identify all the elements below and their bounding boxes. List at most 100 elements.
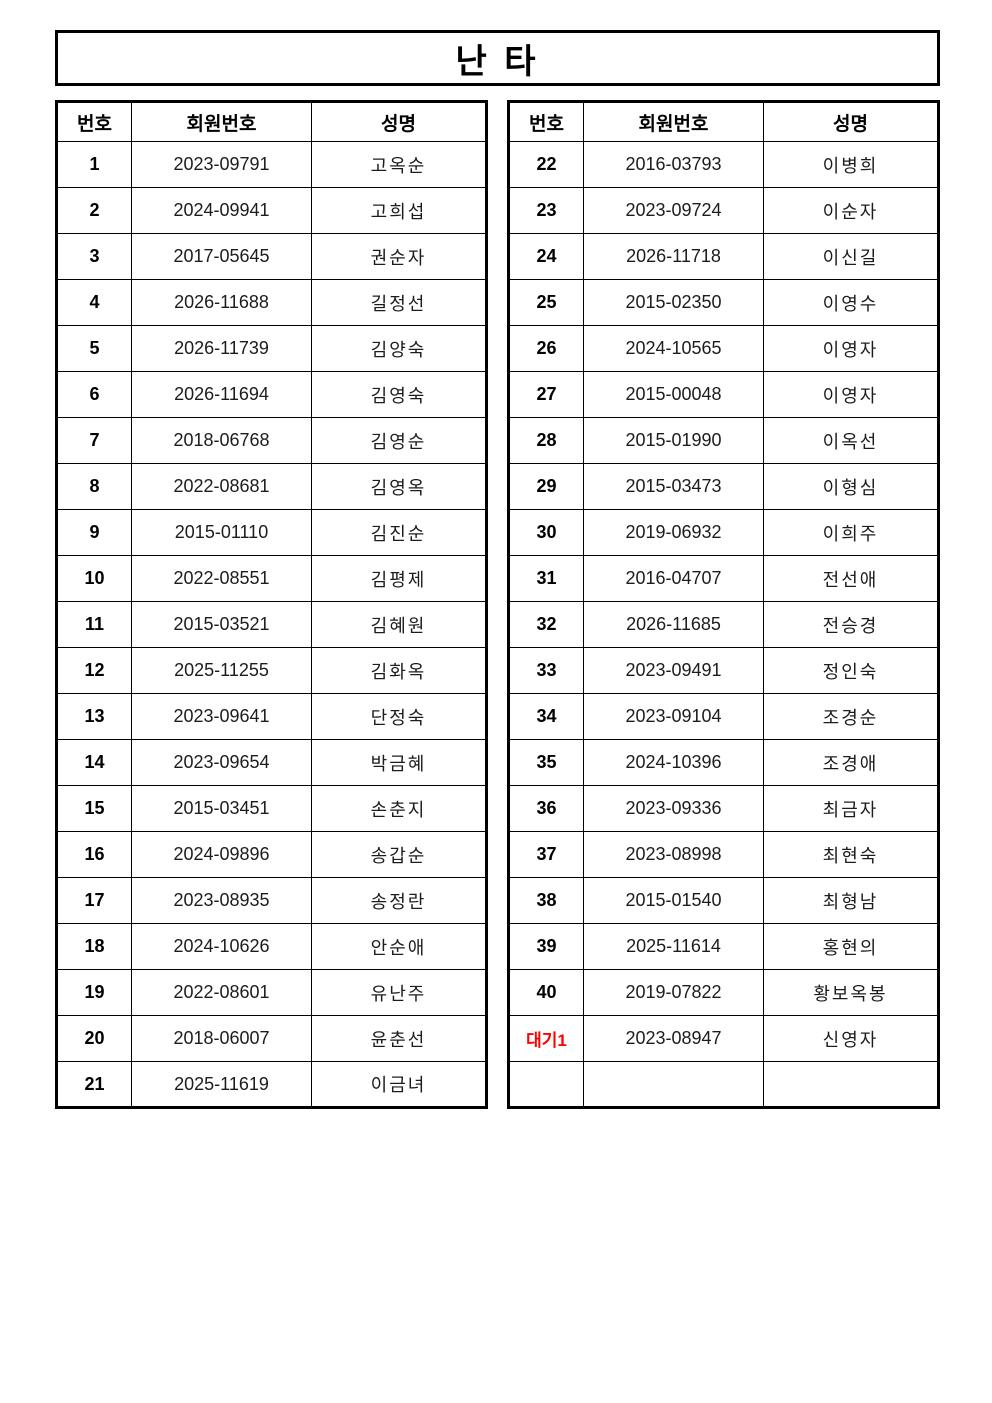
member-no-cell: 2023-09654 <box>131 739 312 786</box>
no-cell: 35 <box>508 739 584 786</box>
no-cell <box>508 1061 584 1108</box>
no-cell: 1 <box>56 141 132 188</box>
table-header: 번호 회원번호 성명 <box>508 101 939 142</box>
no-cell: 21 <box>56 1061 132 1108</box>
member-no-cell: 2024-10396 <box>583 739 764 786</box>
member-no-cell: 2015-01990 <box>583 417 764 464</box>
no-cell: 39 <box>508 923 584 970</box>
table-row: 38 2015-01540 최형남 <box>508 877 939 924</box>
member-no-cell: 2015-01540 <box>583 877 764 924</box>
name-cell: 신영자 <box>763 1015 939 1062</box>
no-cell: 40 <box>508 969 584 1016</box>
table-row: 12 2025-11255 김화옥 <box>56 647 487 694</box>
name-cell: 김양숙 <box>311 325 487 372</box>
member-no-cell: 2023-08947 <box>583 1015 764 1062</box>
tables-container: 번호 회원번호 성명 1 2023-09791 고옥순 2 2024-09941 고희섭 3… <box>55 100 940 1109</box>
member-no-cell: 2023-09724 <box>583 187 764 234</box>
name-cell: 고희섭 <box>311 187 487 234</box>
no-cell: 7 <box>56 417 132 464</box>
no-cell: 27 <box>508 371 584 418</box>
name-cell: 단정숙 <box>311 693 487 740</box>
table-row: 34 2023-09104 조경순 <box>508 693 939 740</box>
table-row: 30 2019-06932 이희주 <box>508 509 939 556</box>
member-no-cell: 2026-11694 <box>131 371 312 418</box>
table-row: 15 2015-03451 손춘지 <box>56 785 487 832</box>
name-cell: 박금혜 <box>311 739 487 786</box>
table-row: 21 2025-11619 이금녀 <box>56 1061 487 1108</box>
name-cell: 김화옥 <box>311 647 487 694</box>
no-cell: 9 <box>56 509 132 556</box>
member-no-cell: 2023-08935 <box>131 877 312 924</box>
name-cell: 전선애 <box>763 555 939 602</box>
no-cell: 28 <box>508 417 584 464</box>
member-no-cell: 2025-11255 <box>131 647 312 694</box>
member-no-cell: 2025-11619 <box>131 1061 312 1108</box>
page-title: 난 타 <box>455 42 540 81</box>
table-row: 10 2022-08551 김평제 <box>56 555 487 602</box>
table-body-left: 1 2023-09791 고옥순 2 2024-09941 고희섭 3 2017-05645 권… <box>56 141 487 1108</box>
member-no-cell: 2025-11614 <box>583 923 764 970</box>
no-cell: 23 <box>508 187 584 234</box>
member-no-cell: 2016-03793 <box>583 141 764 188</box>
table-row: 31 2016-04707 전선애 <box>508 555 939 602</box>
name-cell: 황보옥봉 <box>763 969 939 1016</box>
name-cell: 길정선 <box>311 279 487 326</box>
table-row: 36 2023-09336 최금자 <box>508 785 939 832</box>
member-no-cell <box>583 1061 764 1108</box>
table-row: 2 2024-09941 고희섭 <box>56 187 487 234</box>
table-row: 20 2018-06007 윤춘선 <box>56 1015 487 1062</box>
table-row: 8 2022-08681 김영옥 <box>56 463 487 510</box>
no-cell: 18 <box>56 923 132 970</box>
table-row: 24 2026-11718 이신길 <box>508 233 939 280</box>
member-no-cell: 2024-09896 <box>131 831 312 878</box>
no-cell: 32 <box>508 601 584 648</box>
name-cell: 이신길 <box>763 233 939 280</box>
member-no-cell: 2015-02350 <box>583 279 764 326</box>
member-table-left: 번호 회원번호 성명 1 2023-09791 고옥순 2 2024-09941 고희섭 3… <box>55 100 488 1109</box>
table-row: 29 2015-03473 이형심 <box>508 463 939 510</box>
name-cell: 손춘지 <box>311 785 487 832</box>
no-cell: 15 <box>56 785 132 832</box>
no-cell: 37 <box>508 831 584 878</box>
no-cell: 25 <box>508 279 584 326</box>
member-no-cell: 2018-06768 <box>131 417 312 464</box>
member-no-cell: 2023-09491 <box>583 647 764 694</box>
no-cell: 33 <box>508 647 584 694</box>
member-no-cell: 2016-04707 <box>583 555 764 602</box>
name-cell: 이영자 <box>763 371 939 418</box>
table-row: 16 2024-09896 송갑순 <box>56 831 487 878</box>
table-row: 13 2023-09641 단정숙 <box>56 693 487 740</box>
name-cell: 김영순 <box>311 417 487 464</box>
member-no-cell: 2023-09641 <box>131 693 312 740</box>
no-cell: 16 <box>56 831 132 878</box>
table-row: 32 2026-11685 전승경 <box>508 601 939 648</box>
member-no-cell: 2019-06932 <box>583 509 764 556</box>
table-row: 대기1 2023-08947 신영자 <box>508 1015 939 1062</box>
no-cell: 20 <box>56 1015 132 1062</box>
name-cell: 김영숙 <box>311 371 487 418</box>
name-cell: 전승경 <box>763 601 939 648</box>
name-cell: 김진순 <box>311 509 487 556</box>
name-cell: 이순자 <box>763 187 939 234</box>
table-row: 19 2022-08601 유난주 <box>56 969 487 1016</box>
member-no-cell: 2024-10626 <box>131 923 312 970</box>
no-cell: 36 <box>508 785 584 832</box>
member-no-cell: 2022-08601 <box>131 969 312 1016</box>
name-cell: 조경순 <box>763 693 939 740</box>
member-no-cell: 2026-11718 <box>583 233 764 280</box>
member-no-cell: 2015-03521 <box>131 601 312 648</box>
table-row: 3 2017-05645 권순자 <box>56 233 487 280</box>
name-cell: 김혜원 <box>311 601 487 648</box>
member-no-cell: 2026-11739 <box>131 325 312 372</box>
member-no-cell: 2023-09336 <box>583 785 764 832</box>
table-row: 9 2015-01110 김진순 <box>56 509 487 556</box>
no-cell: 30 <box>508 509 584 556</box>
table-row: 11 2015-03521 김혜원 <box>56 601 487 648</box>
no-cell: 2 <box>56 187 132 234</box>
no-cell: 17 <box>56 877 132 924</box>
table-row: 14 2023-09654 박금혜 <box>56 739 487 786</box>
no-cell: 11 <box>56 601 132 648</box>
table-row: 28 2015-01990 이옥선 <box>508 417 939 464</box>
member-no-cell: 2015-03451 <box>131 785 312 832</box>
table-row: 18 2024-10626 안순애 <box>56 923 487 970</box>
